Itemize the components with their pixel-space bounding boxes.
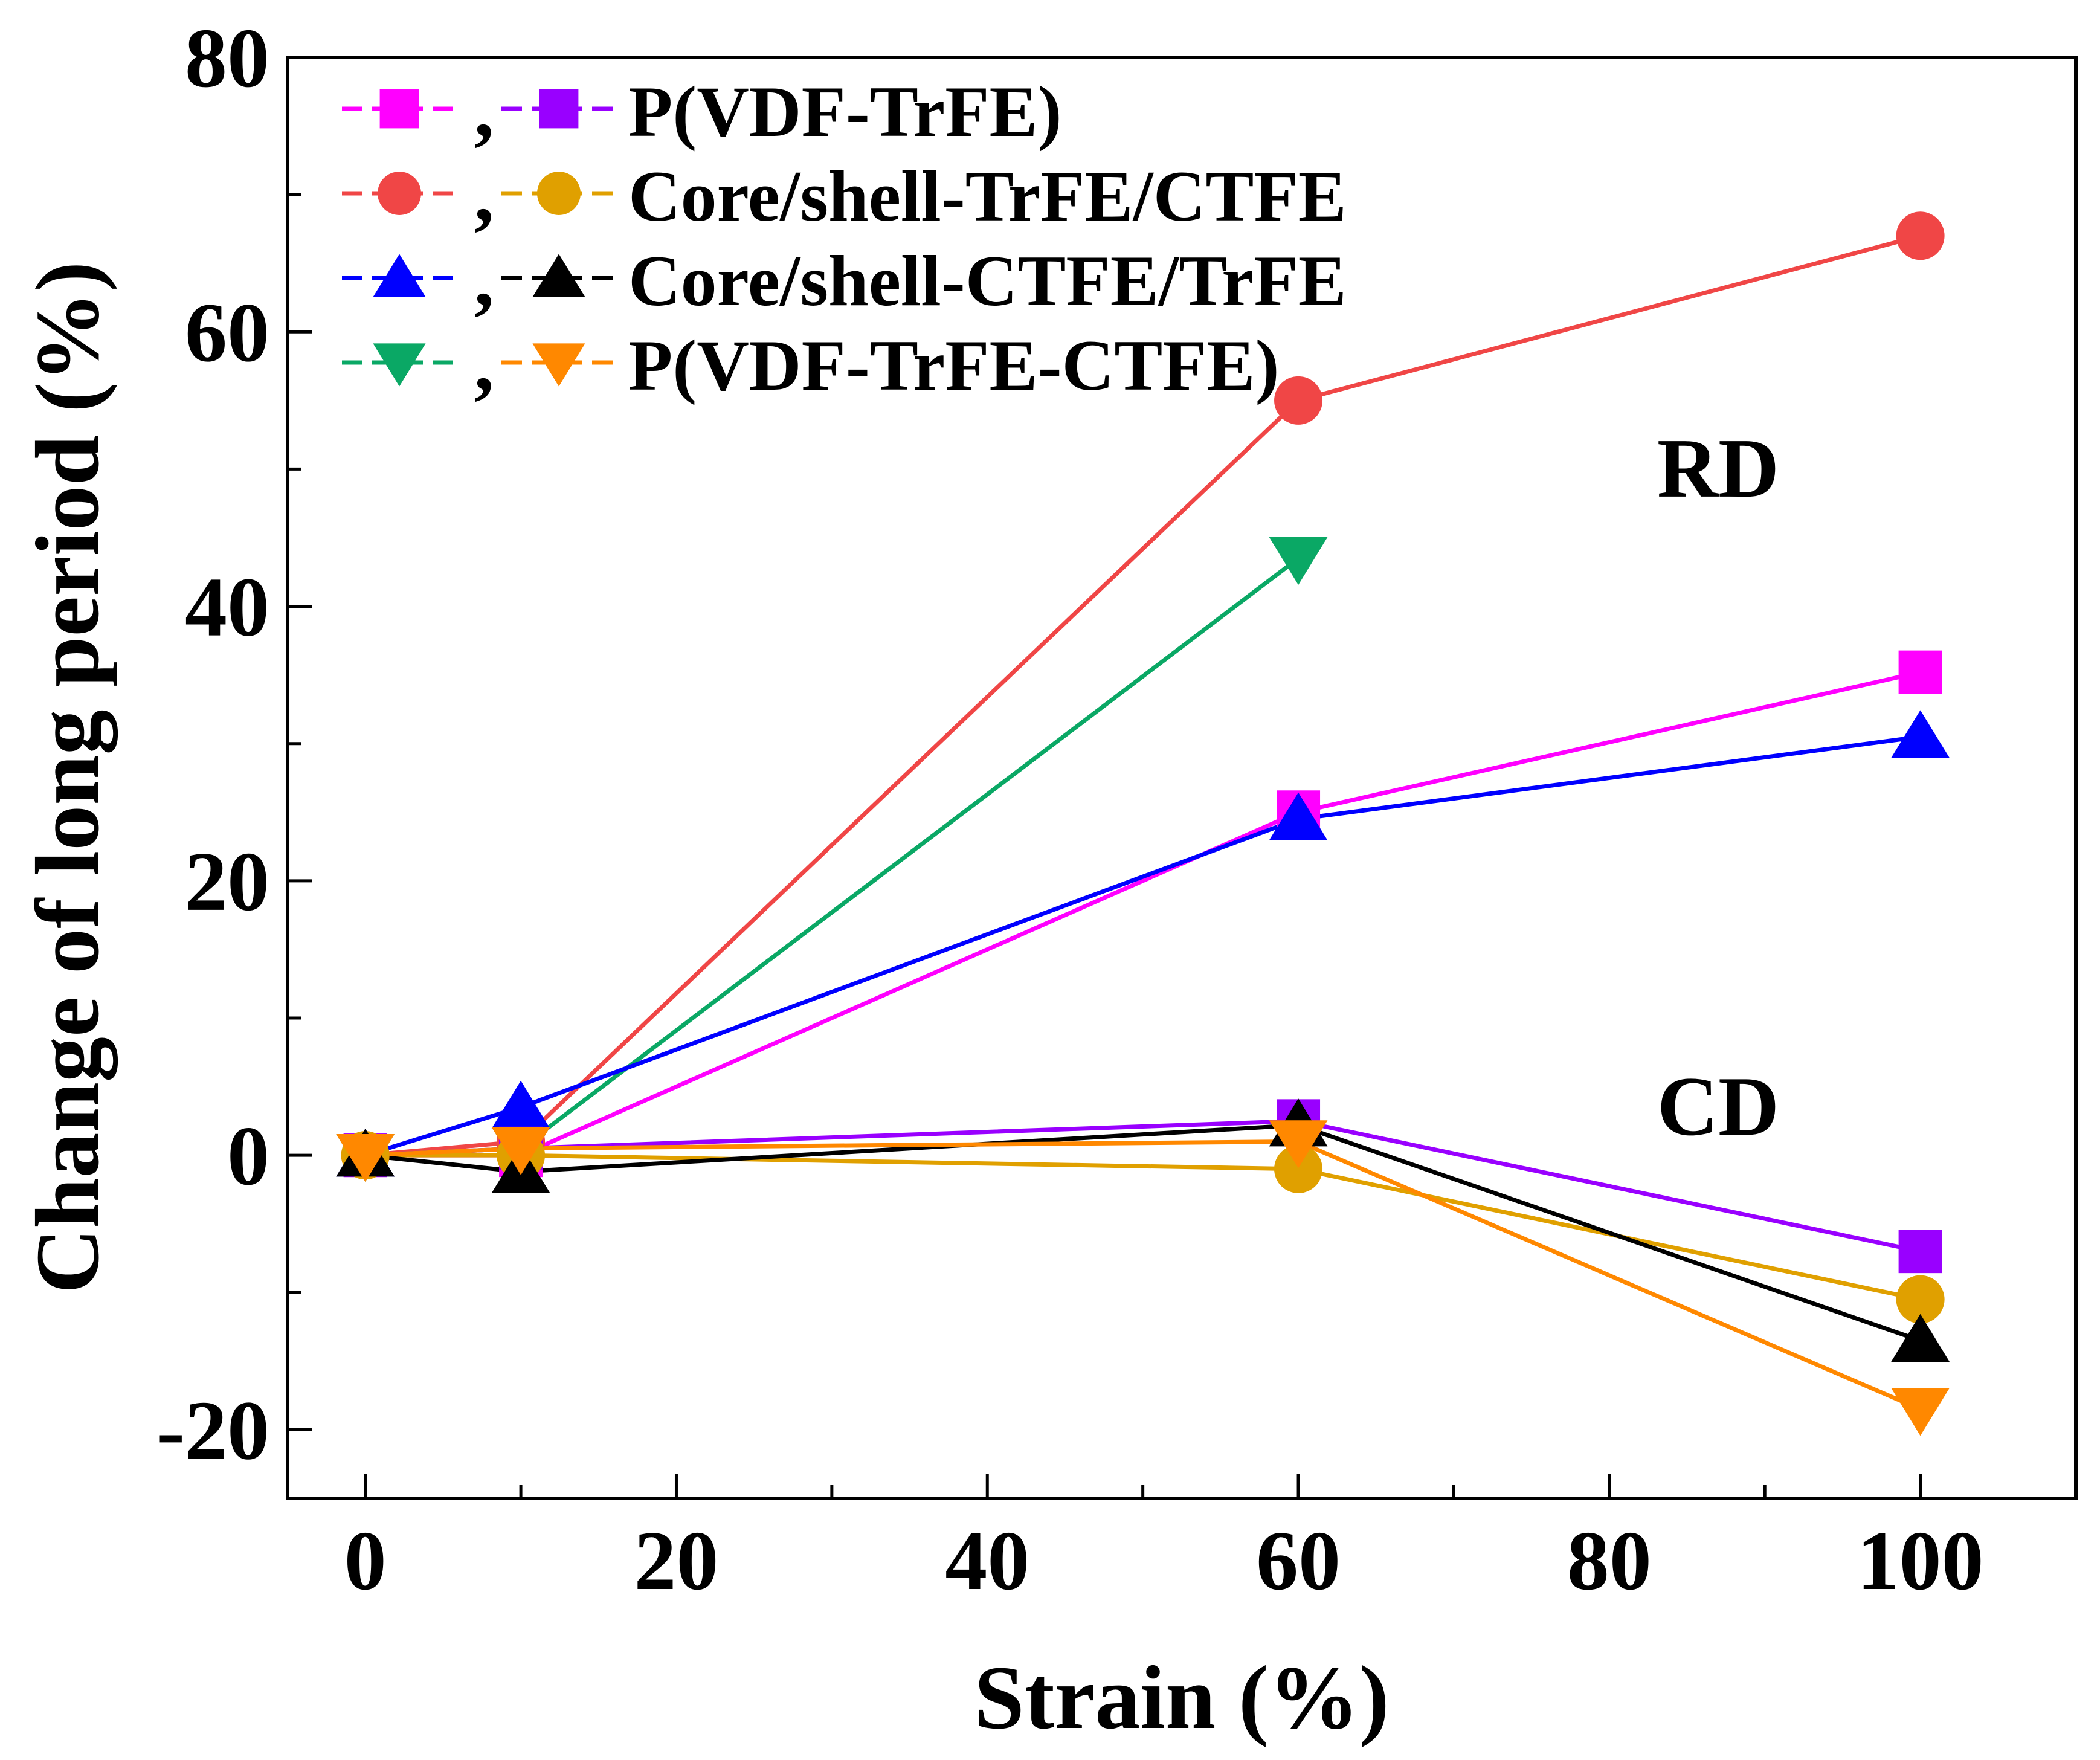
data-point-cs_ctfe_trfe_rd [491,1080,550,1129]
legend-separator: , [474,320,494,407]
legend-label: Core/shell-TrFE/CTFE [628,156,1347,236]
legend-separator: , [474,236,494,323]
series-line-cs_trfe_ctfe_rd [365,233,1921,1158]
legend-marker [532,254,585,297]
y-tick-label: 60 [185,286,269,379]
series-line-terpolymer_rd [365,556,1300,1158]
annotation-label: RD [1657,422,1779,515]
x-tick-label: 0 [344,1514,387,1608]
x-axis-label: Strain (%) [974,1648,1389,1748]
y-tick-label: 80 [185,11,269,105]
legend-marker [379,89,419,129]
legend-separator: , [474,66,494,153]
x-tick-label: 60 [1256,1514,1341,1608]
data-point-cs_trfe_ctfe_rd [1896,211,1945,260]
x-tick-label: 20 [634,1514,718,1608]
data-point-terpolymer_rd [1269,537,1328,585]
data-point-cs_ctfe_trfe_rd [1269,792,1328,840]
y-tick-label: 0 [227,1109,269,1203]
legend-separator: , [474,151,494,238]
data-point-pvdf_trfe_cd [1898,1230,1942,1274]
series-line-terpolymer_cd [365,1139,1921,1411]
legend-label: Core/shell-CTFE/TrFE [628,240,1347,321]
series-markers [336,211,1950,1436]
data-point-terpolymer_cd [491,1127,550,1175]
legend-marker [373,343,426,387]
data-point-terpolymer_cd [1269,1120,1328,1168]
y-axis-label: Change of long period (%) [18,262,118,1294]
data-point-cs_trfe_ctfe_cd [1896,1275,1945,1324]
legend-label: P(VDF-TrFE-CTFE) [628,325,1280,405]
y-tick-label: 40 [185,561,269,654]
plot-frame [286,56,2078,1500]
data-point-cs_ctfe_trfe_cd [1891,1314,1950,1362]
legend: , P(VDF-TrFE), Core/shell-TrFE/CTFE, Core/s… [342,66,1347,407]
tick-labels: 0 20 40 60 80 100 -20 0 20 40 60 80 [156,11,1983,1608]
x-tick-label: 100 [1857,1514,1984,1608]
legend-entry: , P(VDF-TrFE) [342,66,1062,153]
legend-marker [532,343,585,387]
axis-ticks [288,56,2078,1498]
legend-entry: , P(VDF-TrFE-CTFE) [342,320,1280,407]
data-point-terpolymer_cd [336,1133,395,1182]
x-tick-label: 40 [945,1514,1029,1608]
y-tick-label: -20 [156,1384,269,1477]
legend-marker [537,172,581,215]
legend-marker [373,254,426,297]
legend-entry: , Core/shell-CTFE/TrFE [342,236,1347,323]
series-lines [364,233,1921,1411]
series-line-cs_trfe_ctfe_cd [365,1153,1921,1302]
series-line-cs_ctfe_trfe_cd [365,1123,1921,1343]
data-point-pvdf_trfe_rd [1898,650,1942,694]
annotation-label: CD [1657,1060,1779,1153]
series-line-cs_ctfe_trfe_rd [364,734,1921,1158]
legend-marker [378,172,421,215]
data-point-terpolymer_cd [1891,1388,1950,1436]
legend-label: P(VDF-TrFE) [628,71,1062,152]
legend-marker [539,89,579,129]
y-tick-label: 20 [185,835,269,929]
data-point-cs_ctfe_trfe_rd [1891,710,1950,758]
data-point-cs_trfe_ctfe_cd [1274,1144,1323,1193]
x-tick-label: 80 [1567,1514,1652,1608]
legend-entry: , Core/shell-TrFE/CTFE [342,151,1347,238]
data-point-cs_trfe_ctfe_rd [1274,376,1323,425]
annotations: RD CD [1657,422,1779,1153]
